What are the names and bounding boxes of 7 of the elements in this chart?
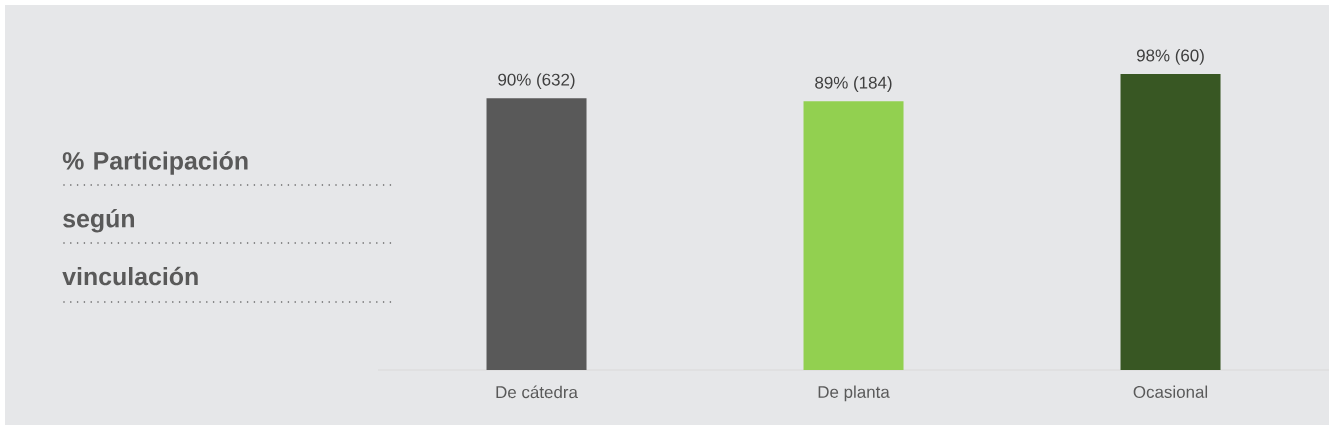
data-label: 90% (632)	[498, 73, 575, 89]
chart-title: % Participación según vinculación	[62, 151, 248, 286]
x-tick-label: De cátedra	[496, 385, 578, 399]
data-label: 98% (60)	[1136, 49, 1204, 65]
x-tick-label: Ocasional	[1133, 385, 1208, 398]
x-tick-label: De planta	[818, 385, 890, 402]
data-label: 89% (184)	[815, 76, 892, 92]
